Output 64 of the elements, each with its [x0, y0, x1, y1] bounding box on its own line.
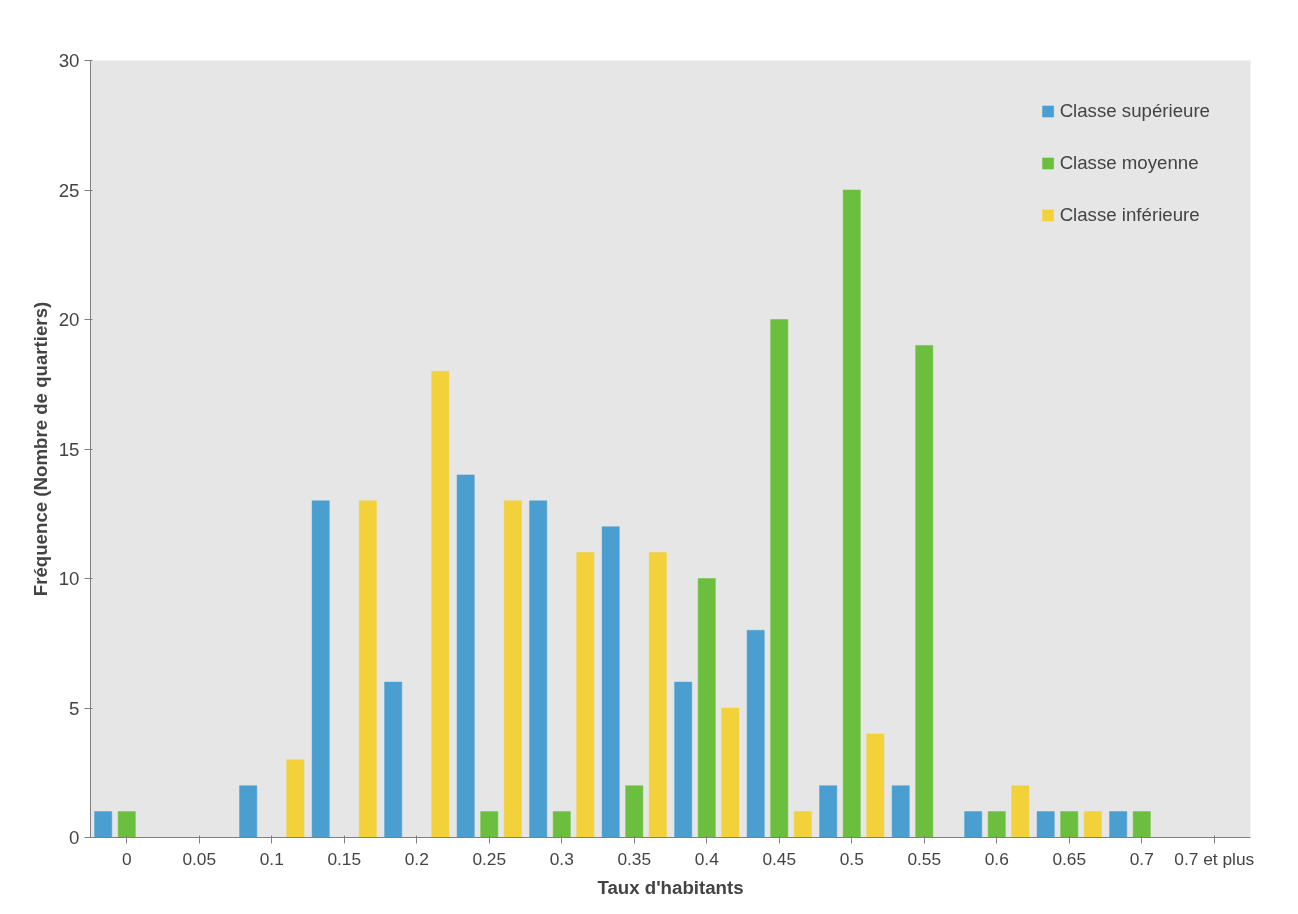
- bar: [819, 785, 838, 838]
- bar: [891, 785, 910, 838]
- bar: [1083, 811, 1102, 838]
- bar: [1109, 811, 1128, 838]
- bar: [674, 681, 693, 838]
- x-tick-label: 0.1: [259, 848, 284, 869]
- x-tick-label: 0.6: [984, 848, 1009, 869]
- legend-label: Classe inférieure: [1059, 204, 1200, 226]
- bar: [601, 526, 620, 838]
- bar: [358, 500, 377, 838]
- bar: [456, 474, 475, 838]
- x-tick-label: 0.5: [839, 848, 864, 869]
- y-tick-label: 25: [58, 179, 80, 201]
- bar: [770, 319, 789, 838]
- bar: [239, 785, 258, 838]
- bar: [915, 345, 934, 838]
- x-tick-label: 0.7 et plus: [1174, 848, 1255, 869]
- y-tick-label: 5: [69, 697, 80, 719]
- bar: [117, 811, 136, 838]
- x-tick-label: 0.35: [617, 848, 652, 869]
- x-tick-label: 0.15: [327, 848, 362, 869]
- y-tick-label: 10: [58, 568, 80, 589]
- y-tick-label: 30: [58, 50, 80, 71]
- bar: [480, 811, 499, 838]
- y-tick-label: 15: [58, 438, 80, 460]
- bar: [964, 811, 983, 838]
- bar: [431, 371, 450, 838]
- x-tick-label: 0.45: [762, 848, 797, 869]
- bar: [866, 733, 885, 838]
- x-tick-label: 0.3: [549, 848, 574, 869]
- bar: [793, 811, 812, 838]
- bar: [1036, 811, 1055, 838]
- legend-label: Classe moyenne: [1059, 152, 1199, 174]
- x-tick-label: 0.55: [907, 848, 942, 869]
- y-tick-label: 0: [69, 827, 80, 848]
- x-tick-label: 0.4: [694, 848, 720, 869]
- x-tick-label: 0.05: [182, 848, 217, 869]
- bar: [625, 785, 644, 838]
- bar: [697, 578, 716, 838]
- bar: [648, 552, 667, 838]
- bar: [842, 189, 861, 838]
- bar: [503, 500, 522, 838]
- y-tick-label: 20: [58, 309, 80, 330]
- bar: [286, 759, 305, 838]
- x-tick-label: 0.65: [1052, 848, 1087, 869]
- y-axis-title: Fréquence (Nombre de quartiers): [29, 301, 51, 597]
- x-axis-title: Taux d'habitants: [597, 876, 744, 898]
- bar: [1011, 785, 1030, 838]
- legend-label: Classe supérieure: [1059, 100, 1210, 122]
- bar: [721, 707, 740, 838]
- bar: [987, 811, 1006, 838]
- bar: [384, 681, 403, 838]
- bar: [576, 552, 595, 838]
- bar: [1060, 811, 1079, 838]
- x-tick-label: 0.2: [404, 848, 429, 869]
- bar: [94, 811, 113, 838]
- bar: [311, 500, 330, 838]
- bar: [1132, 811, 1151, 838]
- bar: [746, 630, 765, 838]
- bar: [529, 500, 548, 838]
- bar: [552, 811, 571, 838]
- x-tick-label: 0.7: [1129, 848, 1154, 869]
- x-tick-label: 0: [121, 848, 132, 869]
- x-tick-label: 0.25: [472, 848, 507, 869]
